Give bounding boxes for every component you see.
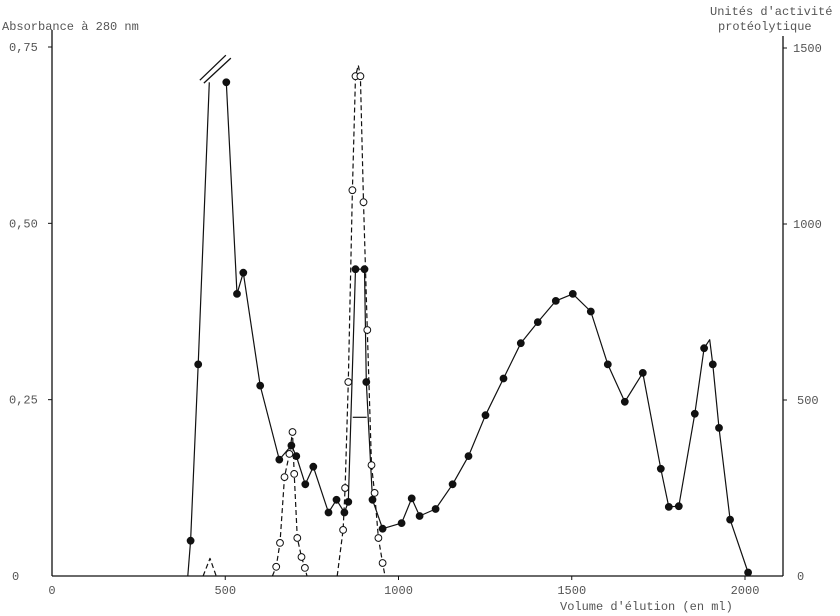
data-point [415,512,424,520]
data-point [378,524,387,533]
data-point [362,378,371,386]
data-point [194,360,203,369]
data-point [276,539,284,547]
data-point [332,495,341,504]
series-line-segment [225,82,749,573]
data-point [256,381,265,390]
data-point [297,553,306,561]
data-point [638,369,647,377]
data-point [367,461,376,470]
data-point [397,519,406,527]
data-point [568,290,577,298]
right-tick-label: 1500 [793,42,822,56]
data-point [374,534,383,542]
series-layer [186,54,752,577]
data-point [272,562,281,571]
x-tick-label: 0 [48,584,55,598]
axis-break-mark [203,57,232,84]
right-tick-label: 500 [797,394,819,408]
right-tick-label: 0 [797,570,804,584]
data-point [656,464,665,473]
data-point [233,290,241,298]
data-point [344,378,353,386]
axes [51,30,784,577]
data-point [708,360,717,369]
data-point [499,374,508,383]
left-tick-label: 0 [12,570,19,584]
data-point [586,307,595,316]
data-point [351,265,360,274]
series-line-segment [202,557,217,577]
x-tick-label: 1000 [384,584,413,598]
data-point [715,424,723,432]
x-axis-label: Volume d'élution (en ml) [560,600,733,614]
data-point [348,186,357,195]
data-point [700,344,708,353]
data-point [288,428,297,436]
data-point [275,455,284,464]
right-axis-label-line-2: protéolytique [718,20,812,34]
data-point [533,318,542,327]
data-point [363,326,372,334]
left-axis-label: Absorbance à 280 nm [2,20,139,34]
right-tick-label: 1000 [793,218,822,232]
data-point [726,515,734,524]
data-point [339,526,348,534]
data-point [551,297,560,305]
series-2 [202,64,387,577]
series-1 [186,54,752,577]
left-tick-label: 0,50 [9,217,38,231]
data-point [287,441,296,450]
left-tick-label: 0,75 [9,41,38,55]
data-point [378,559,387,567]
data-point [356,72,365,81]
data-point [431,505,440,513]
left-tick-label: 0,25 [9,394,38,408]
data-point [368,495,377,504]
x-tick-label: 1500 [557,584,586,598]
data-point [360,265,369,274]
data-point [285,450,294,458]
data-point [359,198,368,207]
data-point [290,470,299,478]
x-tick-label: 2000 [731,584,760,598]
data-point [222,78,231,87]
series-line-segment [187,82,210,577]
data-point [239,268,248,277]
data-point [344,498,353,506]
data-point [664,503,673,511]
data-point [464,452,473,461]
data-point [516,339,525,348]
axis-break-mark [199,54,227,81]
data-point [280,473,289,482]
data-point [744,568,752,577]
data-point [481,411,490,420]
data-point [186,536,195,545]
data-point [370,489,379,497]
data-point [301,564,309,572]
data-point [674,502,683,511]
data-point [293,534,302,542]
data-point [448,480,457,489]
series-line-segment [336,64,386,577]
data-point [309,462,318,471]
data-point [603,360,612,369]
data-point [301,480,310,489]
right-axis-label-line-1: Unités d'activité [710,5,832,19]
x-tick-label: 500 [214,584,236,598]
data-point [690,409,699,418]
data-point [407,494,416,503]
data-point [620,397,629,406]
data-point [324,508,333,517]
ticks: 0 500 1000 1500 2000 0 0,25 0,50 0,75 0 500 1000 150… [9,41,822,598]
data-point [341,484,350,492]
